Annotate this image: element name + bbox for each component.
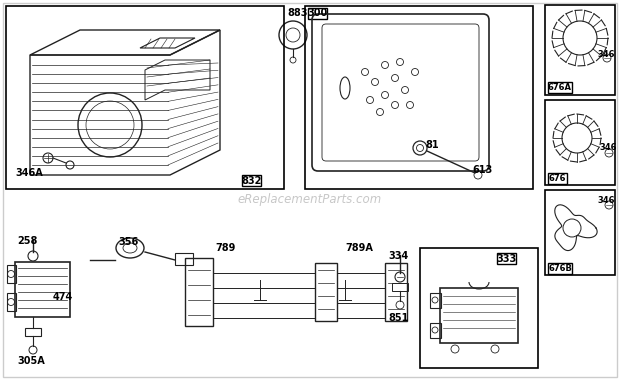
Text: 613: 613 (472, 165, 492, 175)
Bar (430, 293, 441, 308)
Bar (430, 323, 441, 338)
Bar (315, 263, 337, 321)
Bar (308, 8, 327, 19)
Text: 676: 676 (549, 174, 566, 183)
Text: 258: 258 (17, 236, 37, 246)
Text: 789: 789 (215, 243, 236, 253)
Bar (25, 328, 41, 336)
Text: 883: 883 (287, 8, 308, 18)
Bar (392, 283, 408, 291)
Bar (6, 6, 284, 189)
Text: 789A: 789A (345, 243, 373, 253)
Text: 346A: 346A (15, 168, 43, 178)
Bar (305, 6, 533, 189)
Text: 676B: 676B (548, 264, 572, 273)
Bar (548, 263, 572, 274)
Text: 334: 334 (388, 251, 408, 261)
Text: 346: 346 (597, 50, 614, 59)
Bar (497, 253, 516, 264)
Bar (548, 82, 572, 93)
Text: 356: 356 (118, 237, 138, 247)
Bar (385, 263, 407, 321)
Bar (545, 190, 615, 275)
Text: 333: 333 (497, 253, 516, 263)
Text: 346: 346 (597, 196, 614, 205)
Bar (7, 293, 16, 311)
Bar (548, 173, 567, 184)
Bar (440, 288, 518, 343)
Bar (545, 100, 615, 185)
Text: 832: 832 (241, 176, 262, 185)
Bar (242, 175, 261, 186)
Bar (420, 248, 538, 368)
Text: 305A: 305A (17, 356, 45, 366)
Bar (545, 5, 615, 95)
Text: 676A: 676A (548, 83, 572, 92)
Bar (185, 258, 213, 326)
Text: eReplacementParts.com: eReplacementParts.com (238, 193, 382, 206)
Text: 300: 300 (308, 8, 327, 19)
Text: 346: 346 (599, 143, 616, 152)
Bar (15, 262, 70, 317)
Text: 851: 851 (388, 313, 409, 323)
Text: 81: 81 (425, 140, 438, 150)
Bar (175, 253, 193, 265)
Bar (7, 265, 16, 283)
Text: 474: 474 (53, 292, 73, 302)
